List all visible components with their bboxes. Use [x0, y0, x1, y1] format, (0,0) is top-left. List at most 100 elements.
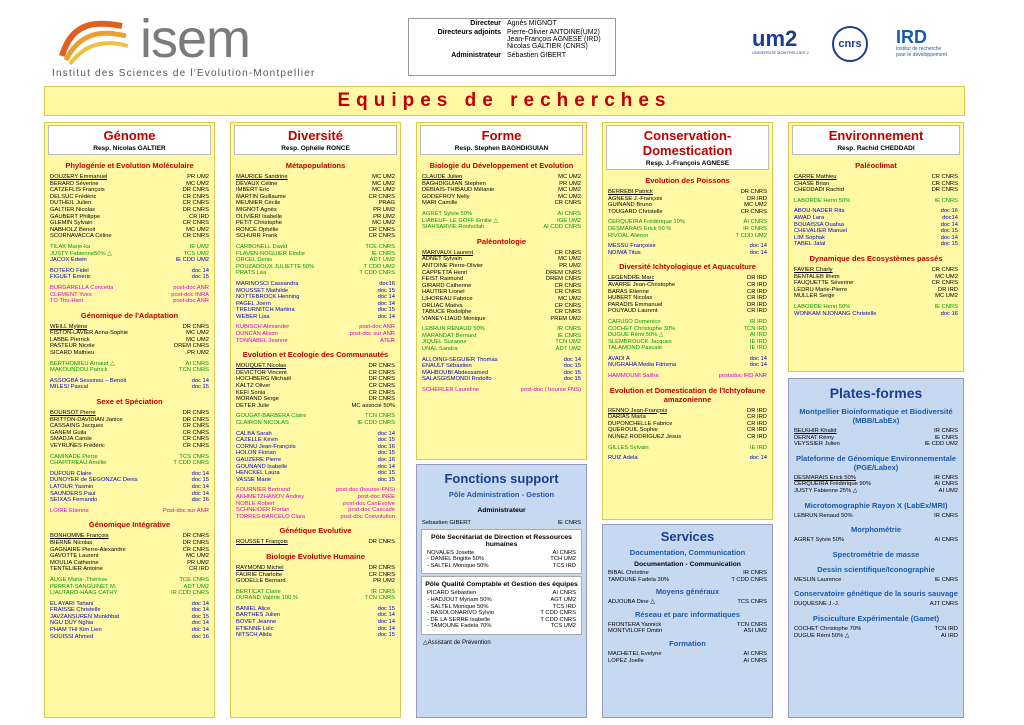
person-row: MAKOUNDOU Patrick TCN CNRS — [45, 367, 214, 374]
person-row: MILESI Pascal doc 15 — [45, 384, 214, 391]
person-grade: postsdoc IRD ANR — [718, 373, 767, 380]
person-row: HOLON Florian doc 15 — [231, 450, 400, 457]
person-name: TONNABEL Jeanne — [236, 337, 288, 344]
person-row: TILAK Marie-ka IE UM2 — [45, 244, 214, 251]
person-grade: doc 15 — [377, 632, 395, 639]
moyens-generaux-title: Moyens généraux — [655, 587, 720, 597]
person-name: RAYMOND Michel — [236, 564, 284, 571]
person-row: DARIAS Maria CR IRD — [603, 414, 772, 421]
person-row: PERRAT-SANGUINET M. ADT UM2 — [45, 584, 214, 591]
person-name: GIRARD Catherine — [422, 282, 472, 289]
person-name: RIVOAL Aliénor — [608, 232, 649, 239]
section-genomique-de-l-adaptation: Génomique de l'Adaptation — [80, 310, 179, 320]
person-row: CATZEFLIS François DR CNRS — [45, 187, 214, 194]
person-row: BAGHDIGUIAN Stephen PR UM2 — [417, 181, 586, 188]
person-name: POUYAUD Laurent — [608, 308, 658, 315]
formation-title: Formation — [669, 638, 706, 648]
person-row: GODELLE Bernard PR UM2 — [231, 578, 400, 585]
person-row: DOUZERY Emmanuel PR UM2 — [45, 174, 214, 181]
person-row: RAYMOND Michel DR CNRS — [231, 565, 400, 572]
person-name: GOUNAND Isabelle — [236, 463, 288, 470]
team-diversite-header: Diversité Resp. Ophélie RONCE — [234, 125, 397, 155]
person-name: FAURIE Charlotte — [236, 571, 283, 578]
person-grade: DR CNRS — [182, 187, 209, 194]
team-title-line-2: Domestication — [642, 143, 733, 158]
person-name: CARRE Mathieu — [794, 174, 837, 180]
person-row: GUINAND Bruno MC UM2 — [603, 202, 772, 209]
person-grade: doc 15 — [191, 384, 209, 391]
person-name: DERNAT Rémy — [794, 434, 835, 441]
person-row: CERQUEIRA Frédérique 90% AI CNRS — [789, 481, 963, 488]
person-name: DELSUC Frédéric — [50, 193, 97, 200]
person-name: FAUQUETTE Séverine — [794, 280, 854, 287]
person-row: CASSAING Jacques CR CNRS — [45, 423, 214, 430]
person-grade: TCE CNRS — [179, 576, 209, 583]
person-grade: post-doc Cascade — [348, 507, 395, 514]
person-grade: doc 15 — [377, 307, 395, 314]
person-name: - RASOLONARIVO Sylvio — [427, 610, 495, 617]
person-row: AVADI A doc 14 — [603, 356, 772, 363]
person-name: FLAVEN-NOGUIER Elodie — [236, 250, 305, 257]
person-name: LABORDE Henri 50% — [794, 197, 851, 204]
person-name: SCORNAVACCA Céline — [50, 233, 112, 240]
person-row: ETIENNE Loïc doc 14 — [231, 626, 400, 633]
person-grade: doc 15 — [191, 613, 209, 620]
adjoint-2: Jean-François AGNESE (IRD) — [507, 36, 601, 43]
person-grade: TCS IRD — [552, 562, 576, 569]
person-name: NITSCH Alida — [236, 632, 272, 639]
person-row: BRITTON-DAVIDIAN Janice DR CNRS — [45, 417, 214, 424]
person-row: JACOX Edwin IE CDD UM2 — [45, 257, 214, 264]
person-name: TENTELIER Antoine — [50, 566, 103, 573]
person-grade: DR CNRS — [182, 410, 209, 417]
person-row: NGU DUY Nghia doc 14 — [45, 620, 214, 627]
person-row: AVARRE Jean-Christophe CR IRD — [603, 282, 772, 289]
person-grade: DR CNRS — [368, 539, 395, 546]
person-name: LIABEUF- LE GOFF Emilie △ — [422, 217, 498, 224]
person-grade: AI CDD CNRS — [543, 224, 581, 231]
um2-logo: um2 UNIVERSITÉ MONTPELLIER 2 — [752, 28, 822, 68]
team-resp: Resp. Nicolas GALTIER — [93, 145, 166, 152]
person-grade: post-doc INEE — [357, 493, 395, 500]
section-biologie-du-developpement-et-evolution: Biologie du Développement et Evolution — [429, 161, 574, 170]
person-grade: post-doc Coevolution — [340, 513, 395, 520]
person-grade: TCN CNRS — [365, 413, 395, 420]
person-name: RONCE Ophélie — [236, 226, 279, 233]
person-row: LIAUTARD-HAAG CATHY IR CDD CNRS — [45, 590, 214, 597]
person-row: FIGUET Emeric doc 15 — [45, 274, 214, 281]
person-name: TABUCE Rodolphe — [422, 309, 472, 316]
person-name: BANIEL Alice — [236, 605, 271, 612]
person-grade: doc 15 — [191, 477, 209, 484]
person-name: CERQUEIRA Frédérique 10% — [608, 219, 686, 226]
person-grade: CR CNRS — [368, 383, 395, 390]
person-name: ENAULT Sébastien — [422, 363, 472, 370]
person-row: LABORDE Henri 50% IE CNRS — [789, 304, 963, 311]
person-row: CLAUDE Julien MC UM2 — [417, 174, 586, 181]
person-row: NOBLE Robert post-doc CanEvolve — [231, 501, 400, 508]
person-name: NDIWA Titus — [608, 249, 641, 256]
person-name: VIANEY-LIAUD Monique — [422, 315, 486, 322]
person-row: NUNEZ RODRIGUEZ Jesus CR IRD — [603, 434, 772, 441]
direction-box: Directeur Agnès MIGNOT Directeurs adjoint… — [408, 18, 616, 76]
cnrs-logo: cnrs — [832, 26, 868, 62]
platform-montpellier-bioinformatique-et-biodiversite-mbb-labex: Montpellier Bioinformatique et Biodivers… — [799, 407, 953, 425]
person-row: SMADJA Carole CR CNRS — [45, 436, 214, 443]
platform-microtomographie-rayon-x-labex-mri: Microtomographie Rayon X (LabEx/MRI) — [804, 500, 948, 510]
person-row: KEFI Sonia CR CNRS — [231, 390, 400, 397]
person-row: NUGRAHA Media Fitrisma doc 14 — [603, 362, 772, 369]
person-row: LATOUR Yasmin doc 14 — [45, 484, 214, 491]
person-grade: doc 15 — [563, 376, 581, 383]
person-name: TAMOUNE Fadela 30% — [608, 576, 670, 583]
person-row: DESMARAIS Erick 50% IR CNRS — [789, 475, 963, 482]
person-row: FAVIER Charly CR CNRS — [789, 267, 963, 274]
team-environnement: Environnement Resp. Rachid CHEDDADI Palé… — [788, 122, 964, 372]
person-grade: AI CNRS — [743, 650, 767, 657]
person-name: GODEFROY Nelly — [422, 193, 470, 200]
person-grade: CR CNRS — [182, 233, 209, 240]
person-row: MARANDAT Bernard IE CNRS — [417, 333, 586, 340]
person-grade: doc 14 — [377, 294, 395, 301]
person-row: - HADJOUT Myriam 50% AGT UM2 — [422, 597, 581, 604]
person-grade: PR UM2 — [559, 262, 581, 269]
person-name: MOUSSET Mathilde — [236, 287, 289, 294]
person-row: DUPONCHELLE Fabrice CR IRD — [603, 421, 772, 428]
person-name: ASSOGBA Sessinou – Benoit — [50, 377, 127, 384]
